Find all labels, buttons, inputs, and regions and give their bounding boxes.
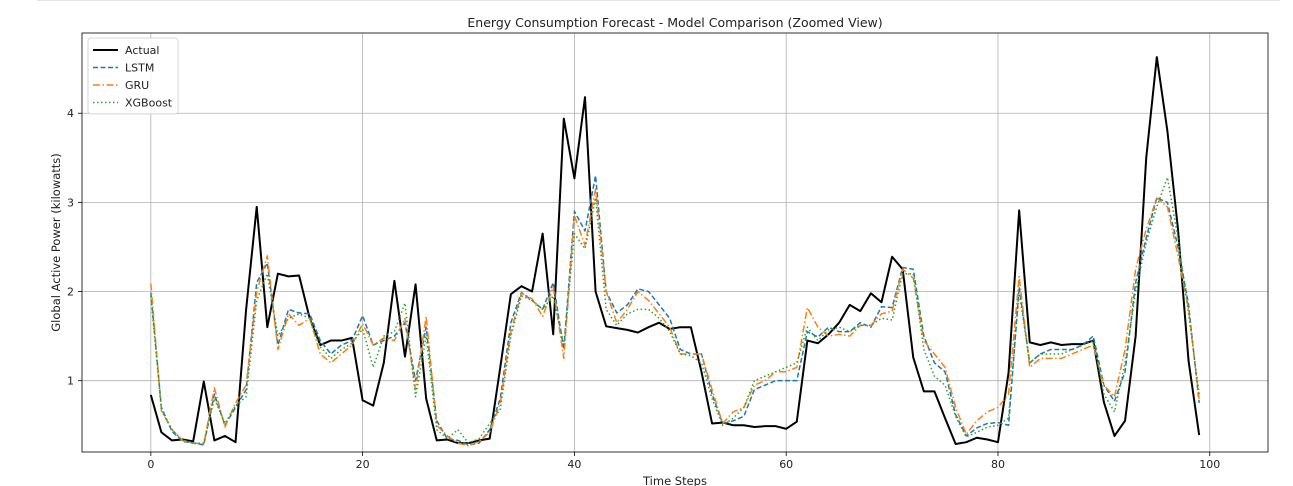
legend: Actual LSTM GRU XGBoost (87, 37, 179, 115)
y-tick-label: 4 (67, 107, 74, 120)
top-divider (37, 0, 1280, 1)
series-line-gru (150, 188, 1200, 447)
grid-layer (82, 33, 1268, 452)
x-tick-label: 40 (567, 458, 581, 471)
chart-title: Energy Consumption Forecast - Model Comp… (467, 15, 882, 30)
x-tick-label: 0 (147, 458, 154, 471)
y-tick-label: 3 (67, 196, 74, 209)
y-axis-label: Global Active Power (kilowatts) (49, 153, 63, 332)
y-tick-label: 1 (67, 375, 74, 388)
legend-label-xgboost: XGBoost (125, 97, 173, 110)
series-line-xgboost (150, 176, 1200, 444)
y-tick-label: 2 (67, 286, 74, 299)
plot-frame (81, 32, 1269, 453)
legend-label-lstm: LSTM (125, 62, 154, 75)
ticks-layer: 0 20 40 60 80 100 1 2 3 4 (67, 107, 1220, 471)
legend-label-gru: GRU (125, 79, 149, 92)
series-line-actual (149, 56, 1201, 445)
x-tick-label: 80 (991, 458, 1005, 471)
legend-box (87, 37, 179, 115)
x-tick-label: 100 (1199, 458, 1220, 471)
legend-label-actual: Actual (125, 44, 159, 57)
x-axis-label: Time Steps (642, 474, 707, 486)
x-tick-label: 60 (779, 458, 793, 471)
series-layer (149, 56, 1201, 447)
x-tick-label: 20 (356, 458, 370, 471)
